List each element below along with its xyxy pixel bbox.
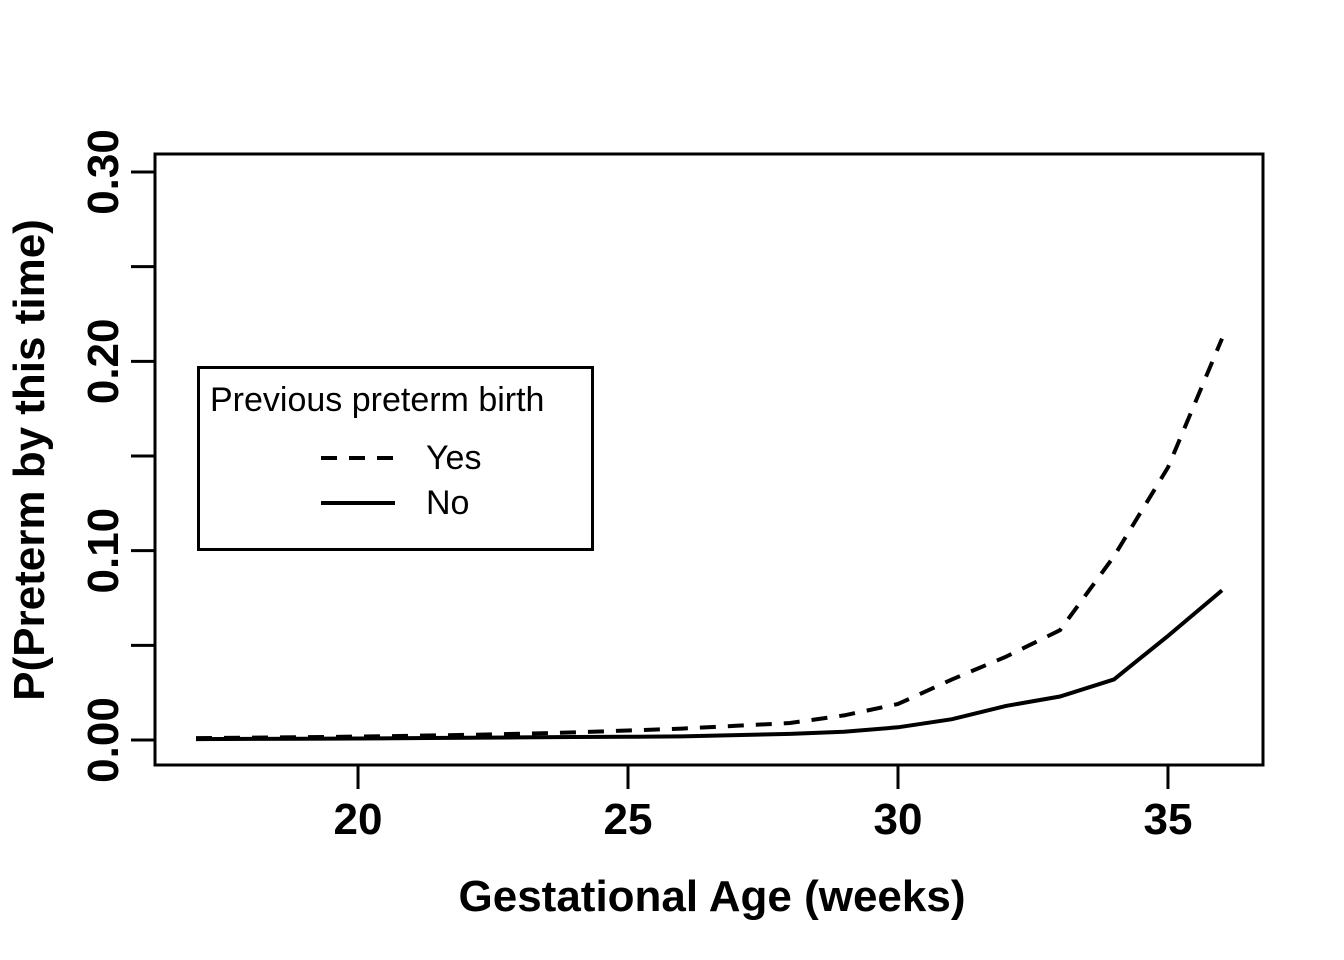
x-tick-label: 20 [334, 795, 383, 844]
y-axis-title: P(Preterm by this time) [5, 219, 54, 701]
y-tick-label: 0.20 [79, 319, 128, 405]
y-tick-label: 0.10 [79, 508, 128, 594]
legend: Previous preterm birth Yes No [197, 366, 594, 551]
legend-label-no: No [426, 484, 470, 522]
x-tick-label: 25 [604, 795, 653, 844]
plot-box [153, 152, 1265, 767]
x-tick-label: 30 [874, 795, 923, 844]
y-tick-label: 0.00 [79, 697, 128, 783]
y-tick-label: 0.30 [79, 129, 128, 215]
x-tick-label: 35 [1143, 795, 1192, 844]
legend-solid-line-sample [321, 501, 395, 505]
curve-no [195, 588, 1224, 742]
legend-title: Previous preterm birth [210, 381, 545, 419]
legend-label-yes: Yes [426, 439, 482, 477]
x-axis-title: Gestational Age (weeks) [458, 872, 966, 921]
legend-dashed-line-sample [321, 456, 395, 460]
